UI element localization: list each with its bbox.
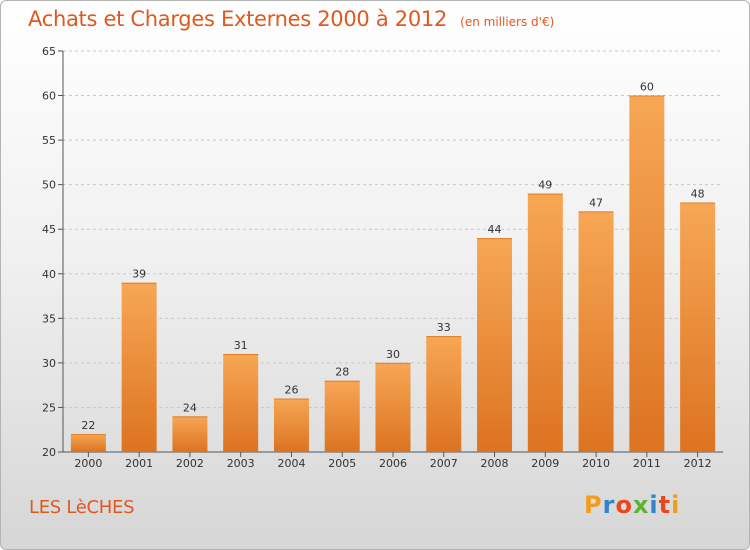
logo-letter: o <box>615 491 633 519</box>
x-tick-label: 2010 <box>582 457 610 470</box>
x-tick-label: 2011 <box>633 457 661 470</box>
x-tick-label: 2000 <box>74 457 102 470</box>
x-tick-label: 2004 <box>277 457 305 470</box>
value-label: 47 <box>589 196 603 209</box>
value-label: 44 <box>488 223 502 236</box>
value-label: 33 <box>437 321 451 334</box>
bar <box>527 193 563 453</box>
x-tick-label: 2012 <box>684 457 712 470</box>
value-label: 24 <box>183 401 197 414</box>
value-label: 26 <box>284 384 298 397</box>
logo-letter: P <box>584 491 603 519</box>
x-tick-label: 2009 <box>531 457 559 470</box>
logo-letter: x <box>632 491 650 519</box>
x-tick-label: 2007 <box>430 457 458 470</box>
bar <box>578 211 614 452</box>
logo-letter: i <box>649 491 659 519</box>
x-tick-label: 2001 <box>125 457 153 470</box>
value-label: 31 <box>234 339 248 352</box>
bar <box>426 336 462 452</box>
chart-unit: (en milliers d'€) <box>460 15 555 29</box>
bars <box>70 95 716 453</box>
value-label: 60 <box>640 81 654 94</box>
bar <box>680 202 716 452</box>
chart-title: Achats et Charges Externes 2000 à 2012 (… <box>28 7 554 31</box>
bar <box>629 95 665 453</box>
y-tick-label: 25 <box>42 401 56 414</box>
bar <box>273 398 309 452</box>
bar <box>121 282 157 452</box>
value-label: 39 <box>132 268 146 281</box>
commune-name: LES LèCHES <box>29 497 135 518</box>
logo-letter: i <box>671 491 681 519</box>
logo-letter: t <box>658 491 672 519</box>
value-label: 49 <box>538 179 552 192</box>
bar <box>375 362 411 452</box>
y-tick-label: 45 <box>42 223 56 236</box>
value-label: 22 <box>81 419 95 432</box>
y-tick-label: 40 <box>42 268 56 281</box>
y-tick-label: 35 <box>42 312 56 325</box>
bar <box>324 380 360 452</box>
bar <box>477 238 513 452</box>
y-tick-label: 60 <box>42 90 56 103</box>
bar <box>70 434 106 452</box>
value-label: 30 <box>386 348 400 361</box>
bar <box>172 416 208 452</box>
value-label: 28 <box>335 366 349 379</box>
y-tick-label: 20 <box>42 446 56 459</box>
y-tick-label: 30 <box>42 357 56 370</box>
y-tick-label: 55 <box>42 134 56 147</box>
y-tick-label: 65 <box>42 45 56 58</box>
x-tick-label: 2008 <box>481 457 509 470</box>
x-tick-label: 2006 <box>379 457 407 470</box>
value-label: 48 <box>691 187 705 200</box>
logo-letter: r <box>602 491 616 519</box>
bar <box>223 353 259 452</box>
y-tick-label: 50 <box>42 179 56 192</box>
value-labels: 22 39 24 31 26 28 30 33 44 49 47 60 48 <box>81 81 704 433</box>
x-tick-label: 2002 <box>176 457 204 470</box>
proxiti-logo: Proxiti <box>584 491 680 519</box>
chart-title-text: Achats et Charges Externes 2000 à 2012 <box>28 7 448 31</box>
x-tick-label: 2005 <box>328 457 356 470</box>
x-tick-label: 2003 <box>227 457 255 470</box>
